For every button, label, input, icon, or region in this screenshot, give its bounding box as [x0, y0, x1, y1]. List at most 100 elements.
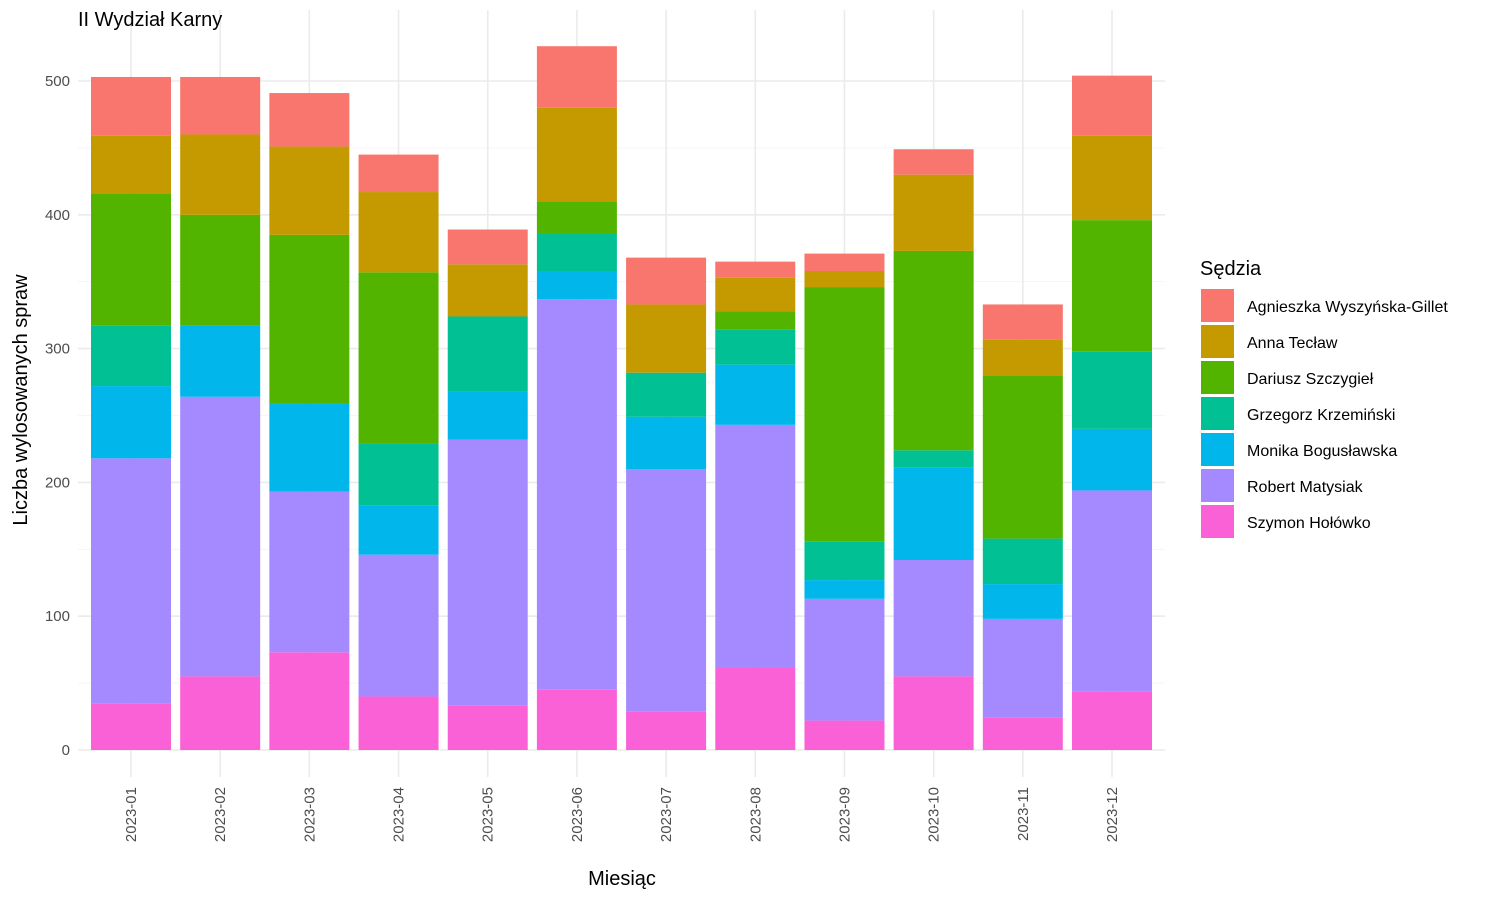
legend-title: Sędzia — [1200, 258, 1262, 280]
bar-segment — [269, 491, 350, 653]
legend-swatch — [1201, 289, 1234, 322]
legend-label: Anna Tecław — [1247, 335, 1338, 352]
bar-segment — [536, 689, 617, 750]
bar-segment — [180, 134, 261, 215]
x-tick-label: 2023-09 — [836, 787, 853, 842]
bar-segment — [358, 154, 439, 193]
bar-segment — [91, 386, 171, 459]
bar-segment — [447, 705, 528, 750]
bar-segment — [180, 676, 261, 750]
x-tick-label: 2023-08 — [747, 787, 764, 842]
y-axis-ticks: 0 100 200 300 400 500 — [45, 73, 70, 759]
bar-segment — [358, 272, 439, 444]
bar-segment — [269, 234, 350, 404]
bar-segment — [91, 703, 171, 750]
bar-segment — [715, 424, 796, 668]
bar-segment — [180, 325, 261, 397]
y-tick-label: 200 — [45, 474, 70, 491]
bar-segment — [536, 270, 617, 300]
bar-segment — [1072, 490, 1152, 692]
bar-segment — [447, 229, 528, 265]
legend-label: Agnieszka Wyszyńska-Gillet — [1247, 299, 1448, 316]
bar-segment — [715, 311, 796, 330]
bar-segment — [536, 299, 617, 690]
bar-segment — [358, 192, 439, 273]
bar-segment — [715, 667, 796, 750]
legend-swatch — [1201, 433, 1234, 466]
bar-segment — [269, 403, 350, 492]
bar-segment — [358, 443, 439, 506]
y-tick-label: 400 — [45, 207, 70, 224]
bar-segment — [536, 233, 617, 271]
bar-segment — [626, 416, 707, 470]
bar-segment — [447, 391, 528, 440]
bar-segment — [447, 316, 528, 392]
legend-swatch — [1201, 361, 1234, 394]
bar-segment — [804, 541, 885, 581]
legend-swatch — [1201, 325, 1234, 358]
bar-segment — [626, 469, 707, 712]
bar-segment — [1072, 691, 1152, 750]
bar-segment — [91, 325, 171, 387]
bar-segment — [982, 717, 1063, 750]
bar-segment — [180, 76, 261, 135]
x-tick-label: 2023-04 — [391, 787, 408, 842]
bar-segment — [358, 505, 439, 555]
bar-segment — [893, 174, 974, 251]
bar-segment — [180, 214, 261, 326]
bar-segment — [626, 372, 707, 417]
bar-segment — [358, 554, 439, 697]
bar-segment — [447, 439, 528, 706]
bar-segment — [982, 375, 1063, 539]
y-tick-label: 0 — [62, 742, 70, 759]
bar-segment — [1072, 220, 1152, 352]
bar-segment — [804, 598, 885, 721]
legend-label: Dariusz Szczygieł — [1247, 371, 1374, 388]
legend-label: Monika Bogusławska — [1247, 443, 1397, 460]
bar-segment — [982, 538, 1063, 585]
bar-segment — [269, 652, 350, 750]
x-tick-label: 2023-02 — [212, 787, 229, 842]
bar-segment — [626, 304, 707, 373]
bar-segment — [91, 458, 171, 704]
x-tick-label: 2023-07 — [658, 787, 675, 842]
x-tick-label: 2023-01 — [123, 787, 140, 842]
bars-layer — [91, 46, 1152, 750]
bar-segment — [893, 149, 974, 175]
bar-segment — [804, 720, 885, 750]
legend-swatch — [1201, 469, 1234, 502]
bar-segment — [91, 135, 171, 194]
bar-segment — [893, 450, 974, 468]
bar-segment — [91, 193, 171, 326]
bar-segment — [893, 560, 974, 677]
bar-segment — [982, 584, 1063, 619]
x-tick-label: 2023-03 — [301, 787, 318, 842]
bar-segment — [1072, 135, 1152, 221]
chart-title: II Wydział Karny — [78, 9, 222, 31]
bar-segment — [982, 339, 1063, 376]
bar-segment — [1072, 75, 1152, 136]
bar-segment — [626, 711, 707, 750]
x-tick-label: 2023-10 — [926, 787, 943, 842]
bar-segment — [982, 618, 1063, 718]
bar-segment — [804, 253, 885, 271]
x-tick-label: 2023-11 — [1015, 787, 1032, 841]
bar-segment — [715, 364, 796, 425]
bar-segment — [715, 329, 796, 365]
bar-segment — [269, 146, 350, 235]
legend-items: Agnieszka Wyszyńska-Gillet Anna Tecław Dar… — [1201, 289, 1448, 538]
x-tick-label: 2023-12 — [1104, 787, 1121, 842]
x-axis-title: Miesiąc — [588, 868, 656, 890]
y-tick-label: 100 — [45, 608, 70, 625]
bar-segment — [536, 107, 617, 202]
bar-segment — [358, 696, 439, 750]
x-tick-label: 2023-05 — [480, 787, 497, 842]
bar-segment — [269, 93, 350, 147]
legend-swatch — [1201, 397, 1234, 430]
legend-label: Robert Matysiak — [1247, 479, 1364, 496]
y-tick-label: 300 — [45, 341, 70, 358]
bar-segment — [804, 580, 885, 599]
x-axis-ticks: 2023-01 2023-02 2023-03 2023-04 2023-05 2023-… — [123, 787, 1121, 842]
bar-segment — [804, 270, 885, 288]
